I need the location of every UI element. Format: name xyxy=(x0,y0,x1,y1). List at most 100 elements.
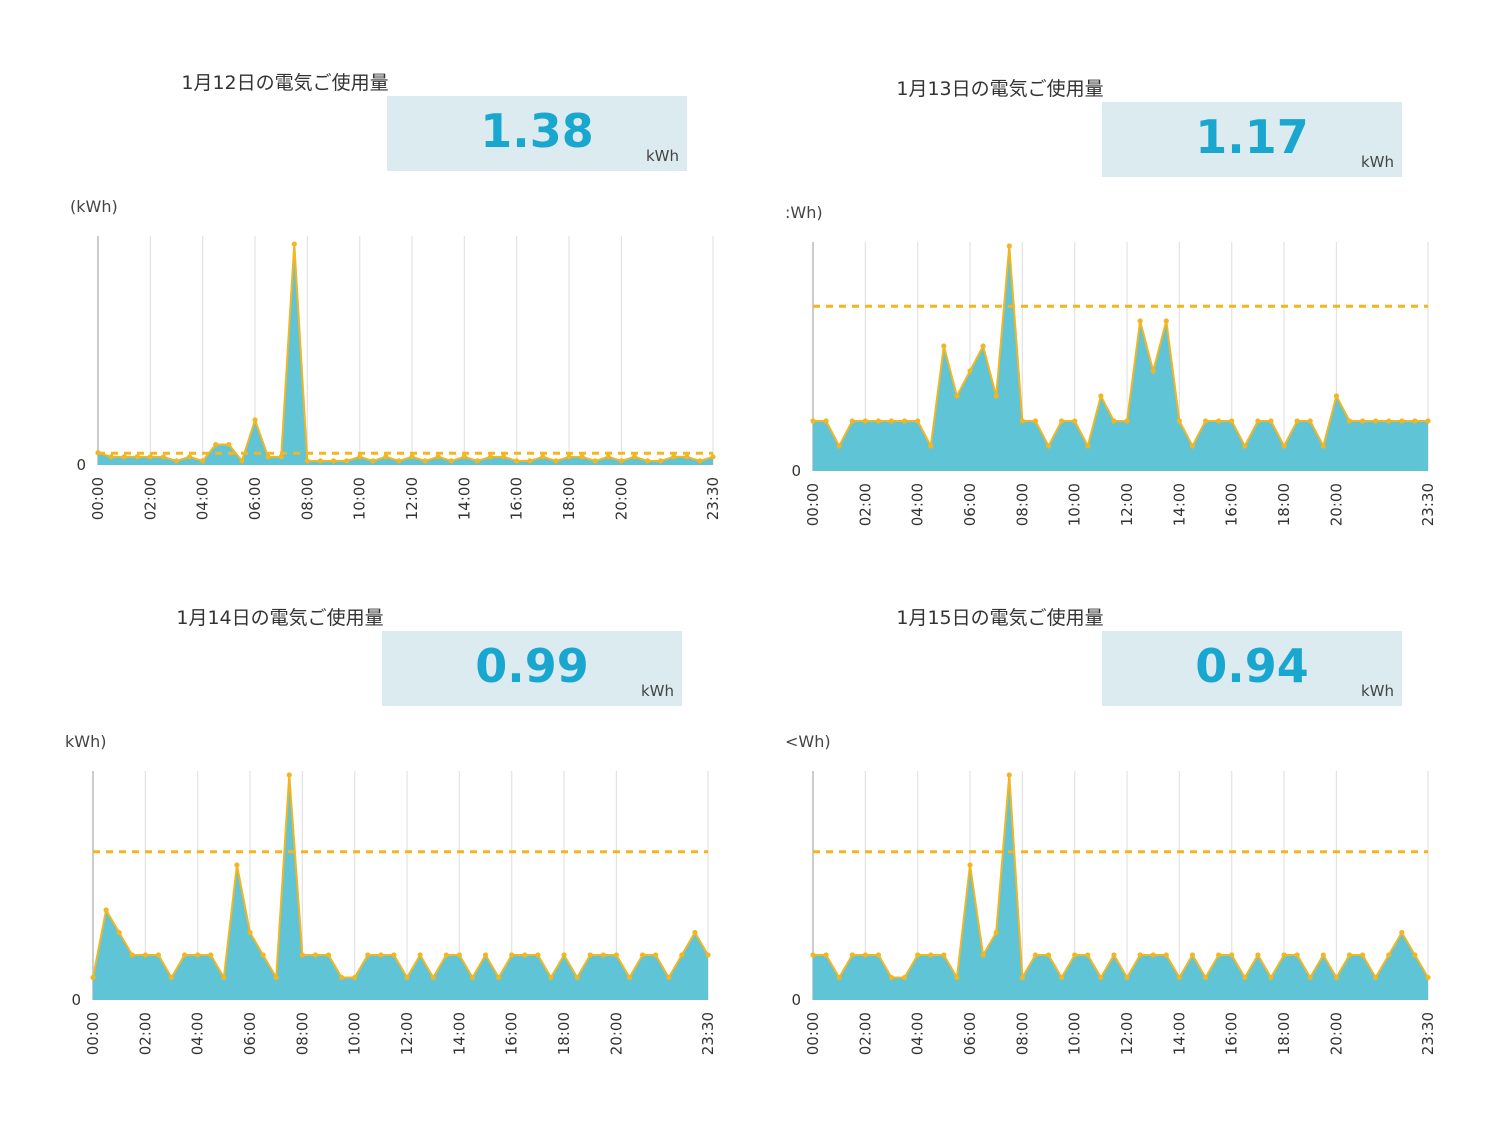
data-point xyxy=(1163,952,1169,958)
x-tick-label: 18:00 xyxy=(1275,1012,1293,1055)
data-point xyxy=(273,974,279,981)
data-point xyxy=(1059,418,1065,424)
data-point xyxy=(247,929,253,936)
data-point xyxy=(514,458,520,464)
data-point xyxy=(1412,418,1418,424)
data-point xyxy=(221,974,227,981)
data-point xyxy=(600,952,606,958)
data-point xyxy=(967,862,973,868)
data-point xyxy=(195,952,201,958)
data-point xyxy=(697,458,703,464)
data-point xyxy=(1072,952,1078,958)
data-point xyxy=(1294,952,1300,958)
data-point xyxy=(370,458,376,464)
data-point xyxy=(1216,952,1222,958)
data-point xyxy=(234,862,240,868)
data-point xyxy=(579,454,585,460)
data-point xyxy=(653,952,659,958)
data-point xyxy=(391,952,397,958)
data-point xyxy=(168,974,175,981)
data-point xyxy=(705,952,711,958)
data-point xyxy=(574,974,580,981)
data-point xyxy=(1307,974,1313,981)
data-point xyxy=(862,418,868,424)
data-point xyxy=(1150,368,1156,374)
data-point xyxy=(1399,929,1405,936)
data-point xyxy=(823,418,829,424)
x-tick-label: 06:00 xyxy=(246,477,264,520)
data-point xyxy=(383,454,389,460)
x-tick-label: 00:00 xyxy=(804,1012,822,1055)
data-point xyxy=(1202,418,1209,424)
usage-area-chart: 000:00 02:00 04:00 06:00 08:00 10:00 12:00 14:0… xyxy=(71,771,717,1055)
data-point xyxy=(430,974,436,981)
data-point xyxy=(116,929,122,936)
data-point xyxy=(1242,974,1248,981)
data-point xyxy=(592,458,598,464)
x-tick-label: 04:00 xyxy=(194,477,212,520)
data-point xyxy=(692,929,698,936)
data-point xyxy=(357,454,363,460)
data-point xyxy=(823,952,829,958)
data-point xyxy=(108,454,114,460)
data-point xyxy=(304,458,310,464)
data-point xyxy=(849,952,855,958)
data-point xyxy=(684,454,690,460)
data-point xyxy=(658,458,664,464)
data-point xyxy=(352,974,358,981)
data-point xyxy=(618,458,625,464)
daily-total-unit: kWh xyxy=(1360,153,1394,171)
x-tick-label: 16:00 xyxy=(503,1012,521,1055)
usage-area xyxy=(813,246,1428,471)
data-point xyxy=(527,458,533,464)
chart-panel-jan15: 1月15日の電気ご使用量 0.94 kWh <Wh) 0 00:00 02:00 04… xyxy=(785,603,1485,1123)
data-point xyxy=(928,443,934,449)
data-point xyxy=(1124,974,1130,981)
y-axis-unit-label: kWh) xyxy=(65,732,107,751)
x-tick-label: 04:00 xyxy=(909,1012,927,1055)
data-point xyxy=(1189,443,1196,449)
x-tick-label: 20:00 xyxy=(612,477,630,520)
x-tick-label: 12:00 xyxy=(403,477,421,520)
data-point xyxy=(1281,443,1287,449)
x-tick-label: 00:00 xyxy=(84,1012,102,1055)
daily-total-value: 0.94 xyxy=(1195,639,1309,693)
data-point xyxy=(1373,418,1379,424)
data-point xyxy=(1386,418,1392,424)
data-point xyxy=(993,393,999,399)
data-point xyxy=(980,952,986,958)
data-point xyxy=(902,974,908,981)
data-point xyxy=(278,454,284,460)
data-point xyxy=(548,974,554,981)
data-point xyxy=(875,952,882,958)
data-point xyxy=(291,241,297,247)
data-point xyxy=(461,454,467,460)
usage-area-chart: 000:00 02:00 04:00 06:00 08:00 10:00 12:00 14:0… xyxy=(791,771,1437,1055)
x-tick-label: 20:00 xyxy=(607,1012,625,1055)
usage-area xyxy=(813,775,1428,1000)
data-point xyxy=(339,974,345,981)
y-zero-label: 0 xyxy=(791,462,801,480)
data-point xyxy=(1150,952,1156,958)
data-point xyxy=(252,417,258,423)
x-tick-label: 16:00 xyxy=(508,477,526,520)
x-tick-label: 18:00 xyxy=(560,477,578,520)
data-point xyxy=(1045,952,1052,958)
data-point xyxy=(941,952,947,958)
data-point xyxy=(810,418,816,424)
chart-title: 1月14日の電気ご使用量 xyxy=(176,607,384,629)
data-point xyxy=(200,458,206,464)
data-point xyxy=(187,454,193,460)
data-point xyxy=(862,952,868,958)
data-point xyxy=(213,441,219,448)
data-point xyxy=(1111,418,1117,424)
data-point xyxy=(487,454,494,460)
data-point xyxy=(456,952,462,958)
x-tick-label: 08:00 xyxy=(1013,483,1031,526)
data-point xyxy=(1346,952,1353,958)
data-point xyxy=(710,454,716,460)
data-point xyxy=(1412,952,1418,958)
data-point xyxy=(312,952,319,958)
data-point xyxy=(1425,974,1431,981)
data-point xyxy=(1098,974,1104,981)
